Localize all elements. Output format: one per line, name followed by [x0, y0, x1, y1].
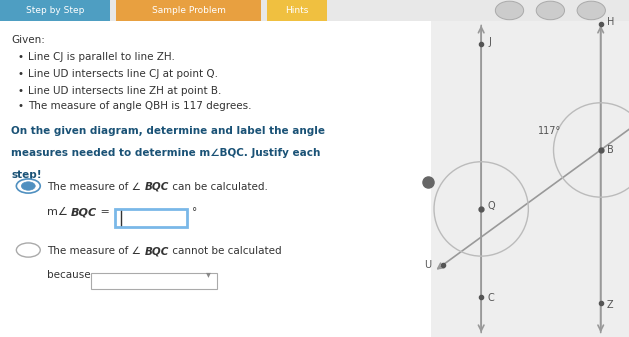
- Ellipse shape: [16, 179, 40, 193]
- Text: The measure of ∠: The measure of ∠: [47, 246, 141, 256]
- Bar: [267, 0, 327, 21]
- Text: Z: Z: [607, 300, 614, 310]
- Text: On the given diagram, determine and label the angle: On the given diagram, determine and labe…: [11, 126, 325, 136]
- Text: Line UD intersects line CJ at point Q.: Line UD intersects line CJ at point Q.: [28, 69, 218, 79]
- Text: cannot be calculated: cannot be calculated: [169, 246, 281, 256]
- Text: 117°: 117°: [538, 126, 561, 136]
- Text: U: U: [425, 259, 431, 270]
- Bar: [0, 21, 431, 337]
- Text: Q: Q: [487, 201, 495, 211]
- Text: m∠: m∠: [47, 207, 68, 217]
- Text: step!: step!: [11, 170, 42, 180]
- Bar: [115, 209, 187, 227]
- Text: =: =: [97, 207, 114, 217]
- Text: ▾: ▾: [206, 269, 211, 279]
- Bar: [431, 21, 629, 337]
- Text: Step by Step: Step by Step: [26, 6, 84, 15]
- Text: because: because: [47, 270, 91, 280]
- Text: °: °: [192, 207, 198, 217]
- Text: H: H: [607, 17, 615, 27]
- Ellipse shape: [16, 243, 40, 257]
- Text: B: B: [607, 145, 614, 155]
- Text: •: •: [18, 69, 24, 79]
- Text: BQC: BQC: [145, 182, 169, 192]
- Text: Hints: Hints: [286, 6, 309, 15]
- Text: Line CJ is parallel to line ZH.: Line CJ is parallel to line ZH.: [28, 52, 175, 62]
- Text: BQC: BQC: [145, 246, 169, 256]
- Text: •: •: [18, 101, 24, 111]
- Bar: [91, 273, 217, 289]
- Text: C: C: [487, 293, 494, 303]
- Text: BQC: BQC: [70, 207, 97, 217]
- Ellipse shape: [21, 182, 35, 190]
- Ellipse shape: [577, 1, 606, 20]
- Text: Given:: Given:: [11, 35, 45, 45]
- Ellipse shape: [536, 1, 565, 20]
- Text: •: •: [18, 52, 24, 62]
- Text: Line UD intersects line ZH at point B.: Line UD intersects line ZH at point B.: [28, 86, 221, 96]
- Bar: [116, 0, 261, 21]
- Text: measures needed to determine m∠BQC. Justify each: measures needed to determine m∠BQC. Just…: [11, 148, 321, 158]
- Text: can be calculated.: can be calculated.: [169, 182, 267, 192]
- Text: •: •: [18, 86, 24, 96]
- Text: Sample Problem: Sample Problem: [152, 6, 226, 15]
- Bar: [0, 0, 110, 21]
- Text: The measure of ∠: The measure of ∠: [47, 182, 141, 192]
- Text: J: J: [489, 37, 492, 47]
- Ellipse shape: [496, 1, 524, 20]
- Text: The measure of angle QBH is 117 degrees.: The measure of angle QBH is 117 degrees.: [28, 101, 252, 111]
